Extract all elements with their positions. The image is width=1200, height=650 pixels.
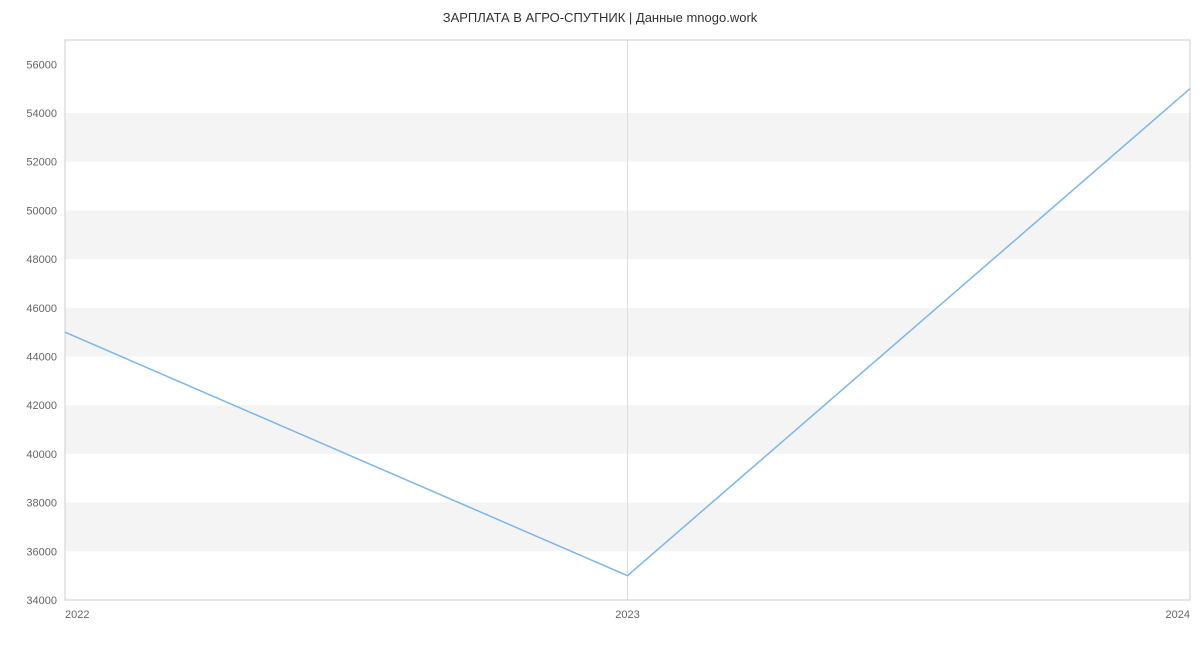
chart-title: ЗАРПЛАТА В АГРО-СПУТНИК | Данные mnogo.w… (0, 10, 1200, 25)
chart-svg: 34000 36000 38000 40000 42000 44000 46000 48000… (0, 0, 1200, 650)
y-tick-label: 42000 (26, 400, 57, 412)
y-tick-label: 34000 (26, 595, 57, 607)
x-tick-label: 2022 (65, 609, 89, 621)
y-tick-label: 40000 (26, 449, 57, 461)
y-tick-label: 50000 (26, 205, 57, 217)
x-tick-label: 2023 (615, 609, 639, 621)
y-tick-label: 56000 (26, 59, 57, 71)
y-tick-label: 48000 (26, 254, 57, 266)
salary-line-chart: ЗАРПЛАТА В АГРО-СПУТНИК | Данные mnogo.w… (0, 0, 1200, 650)
y-tick-label: 54000 (26, 108, 57, 120)
x-tick-label: 2024 (1166, 609, 1190, 621)
y-tick-label: 36000 (26, 546, 57, 558)
y-tick-label: 46000 (26, 303, 57, 315)
y-tick-label: 44000 (26, 352, 57, 364)
y-tick-label: 52000 (26, 157, 57, 169)
y-tick-label: 38000 (26, 498, 57, 510)
